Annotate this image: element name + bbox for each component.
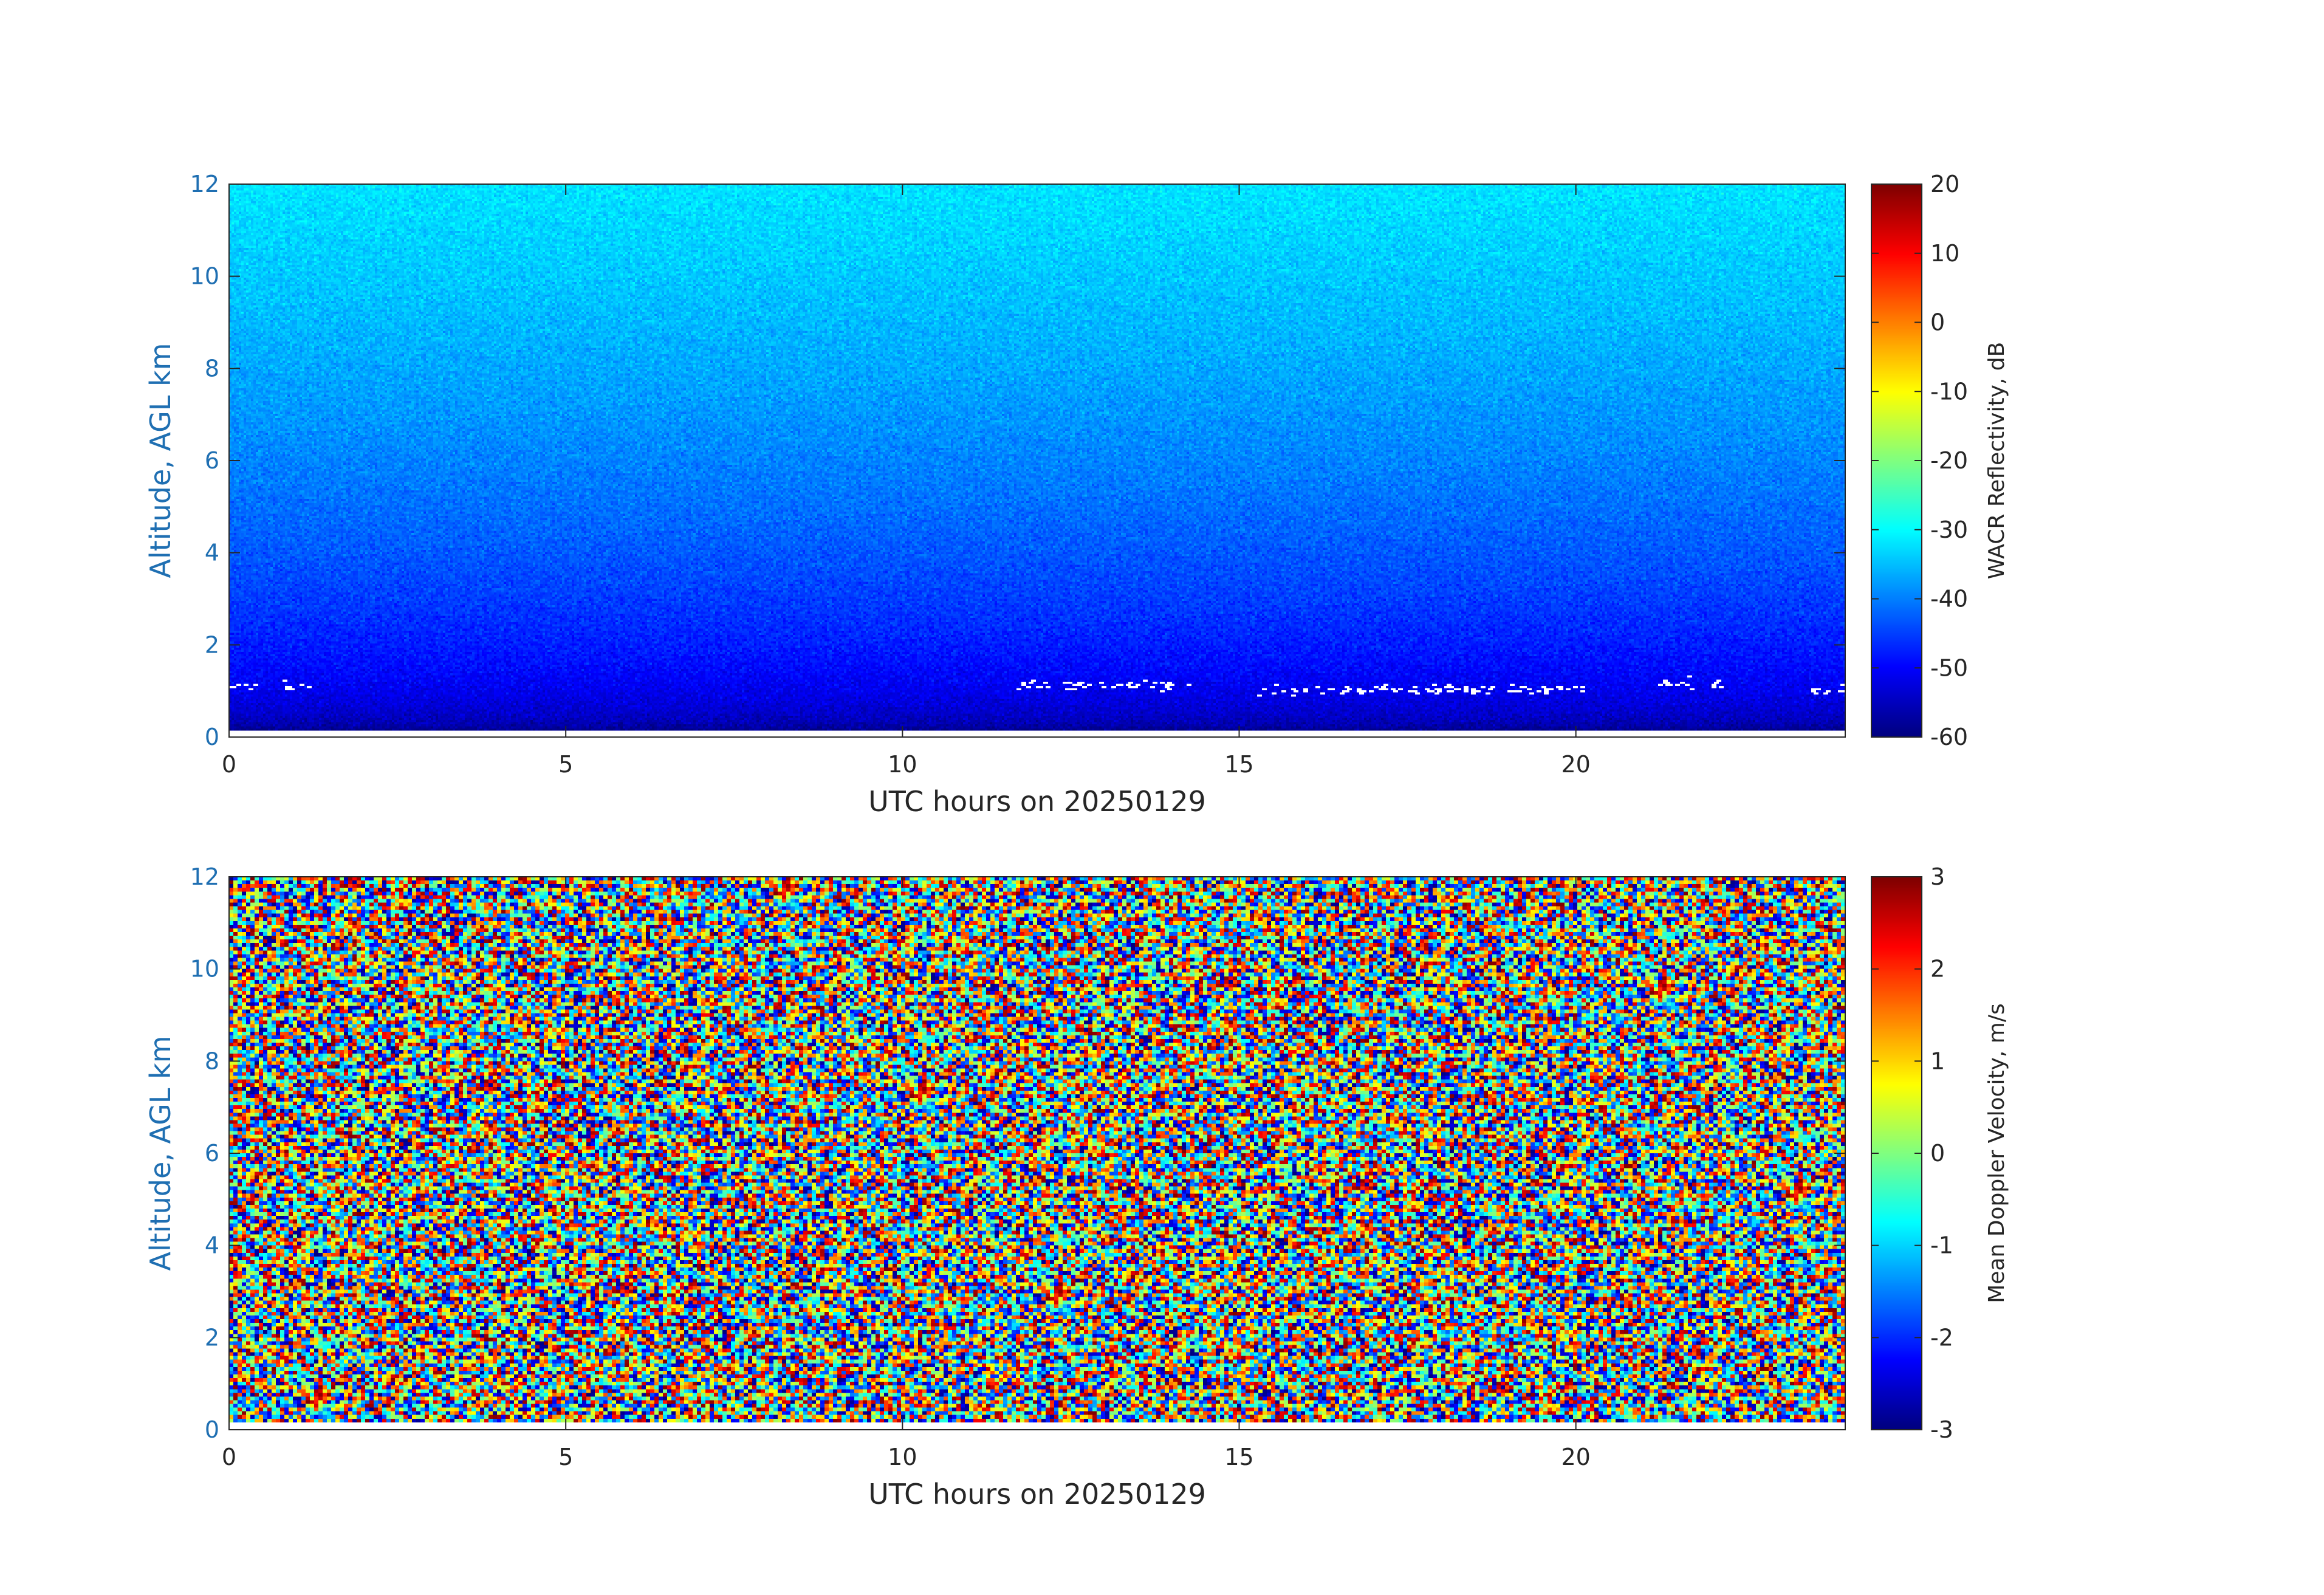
y-axis-ticks: 0 2 4 6 8 10 12 xyxy=(190,863,1845,1443)
y-tick-label: 4 xyxy=(205,1232,219,1259)
x-tick-label: 5 xyxy=(558,1444,573,1470)
x-tick-label: 0 xyxy=(222,1444,236,1470)
y-tick-label: 0 xyxy=(205,724,219,750)
colorbar-title: WACR Reflectivity, dB xyxy=(1984,342,2009,580)
x-axis-ticks: 0 5 10 15 20 xyxy=(222,184,1591,778)
x-tick-label: 15 xyxy=(1224,751,1253,778)
colorbar-tick-label: -20 xyxy=(1930,447,1968,474)
axes-frame xyxy=(228,876,1846,1430)
colorbar-title: Mean Doppler Velocity, m/s xyxy=(1984,1003,2009,1303)
colorbar-ticks: 3 2 1 0 -1 -2 -3 xyxy=(1871,863,1953,1443)
x-tick-label: 10 xyxy=(888,751,917,778)
colorbar-tick-label: -1 xyxy=(1930,1232,1953,1259)
colorbar-tick-label: -30 xyxy=(1930,516,1968,543)
reflectivity-heatmap xyxy=(229,184,1845,737)
y-axis-title: Altitude, AGL km xyxy=(144,1035,177,1271)
y-axis-ticks: 0 2 4 6 8 10 12 xyxy=(190,171,1845,750)
y-tick-label: 12 xyxy=(190,171,219,197)
y-tick-label: 6 xyxy=(205,447,219,474)
doppler-velocity-heatmap xyxy=(229,877,1845,1430)
x-tick-label: 0 xyxy=(222,751,236,778)
colorbar-tick-label: 20 xyxy=(1930,171,1959,197)
y-axis-title: Altitude, AGL km xyxy=(144,343,177,578)
y-tick-label: 12 xyxy=(190,863,219,890)
panel-reflectivity: 0 5 10 15 20 0 2 4 6 8 10 12 UTC hours on 20250129… xyxy=(144,171,2009,818)
y-tick-label: 2 xyxy=(205,1324,219,1351)
x-axis-title: UTC hours on 20250129 xyxy=(868,1478,1206,1511)
x-tick-label: 20 xyxy=(1561,1444,1590,1470)
colorbar-tick-label: 10 xyxy=(1930,240,1959,267)
x-axis-title: UTC hours on 20250129 xyxy=(868,785,1206,818)
y-tick-label: 8 xyxy=(205,1048,219,1074)
y-tick-label: 0 xyxy=(205,1416,219,1443)
colorbar-tick-label: 1 xyxy=(1930,1048,1945,1074)
colorbar-tick-label: 0 xyxy=(1930,309,1945,336)
y-tick-label: 8 xyxy=(205,355,219,382)
colorbar-tick-label: -10 xyxy=(1930,378,1968,405)
colorbar-tick-label: -50 xyxy=(1930,654,1968,681)
colorbar-tick-label: -3 xyxy=(1930,1416,1953,1443)
colorbar-ticks: 20 10 0 -10 -20 -30 -40 -50 -60 xyxy=(1871,171,1968,750)
x-tick-label: 5 xyxy=(558,751,573,778)
colorbar-tick-label: 3 xyxy=(1930,863,1945,890)
colorbar-frame xyxy=(1871,184,1922,738)
doppler-velocity-colorbar xyxy=(1871,877,1922,1430)
colorbar-tick-label: 0 xyxy=(1930,1140,1945,1167)
x-axis-ticks: 0 5 10 15 20 xyxy=(222,877,1591,1470)
y-tick-label: 10 xyxy=(190,263,219,290)
colorbar-tick-label: 2 xyxy=(1930,956,1945,983)
colorbar-frame xyxy=(1871,876,1922,1430)
colorbar-tick-label: -40 xyxy=(1930,586,1968,612)
y-tick-label: 4 xyxy=(205,540,219,566)
colorbar-tick-label: -2 xyxy=(1930,1324,1953,1351)
y-tick-label: 10 xyxy=(190,956,219,983)
x-tick-label: 20 xyxy=(1561,751,1590,778)
x-tick-label: 10 xyxy=(888,1444,917,1470)
reflectivity-colorbar xyxy=(1871,184,1922,737)
y-tick-label: 2 xyxy=(205,631,219,658)
y-tick-label: 6 xyxy=(205,1140,219,1167)
x-tick-label: 15 xyxy=(1224,1444,1253,1470)
axes-frame xyxy=(228,184,1846,738)
colorbar-tick-label: -60 xyxy=(1930,724,1968,750)
